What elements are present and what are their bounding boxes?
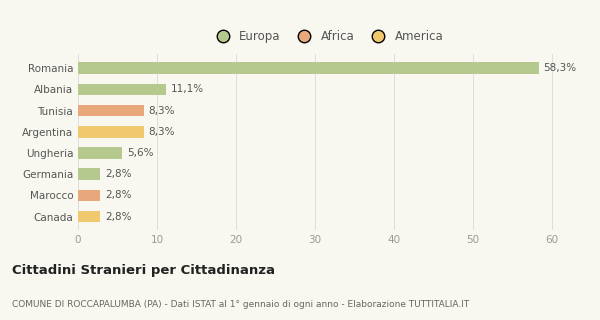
Text: 8,3%: 8,3% <box>148 106 175 116</box>
Bar <box>78 147 122 159</box>
Text: 2,8%: 2,8% <box>105 190 131 200</box>
Text: 2,8%: 2,8% <box>105 212 131 221</box>
Bar <box>78 62 539 74</box>
Bar <box>78 189 100 201</box>
Text: 11,1%: 11,1% <box>170 84 203 94</box>
Text: Cittadini Stranieri per Cittadinanza: Cittadini Stranieri per Cittadinanza <box>12 264 275 276</box>
Bar <box>78 211 100 222</box>
Text: 2,8%: 2,8% <box>105 169 131 179</box>
Bar <box>78 126 143 138</box>
Text: 5,6%: 5,6% <box>127 148 154 158</box>
Bar <box>78 84 166 95</box>
Bar <box>78 105 143 116</box>
Text: COMUNE DI ROCCAPALUMBA (PA) - Dati ISTAT al 1° gennaio di ogni anno - Elaborazio: COMUNE DI ROCCAPALUMBA (PA) - Dati ISTAT… <box>12 300 469 309</box>
Text: 8,3%: 8,3% <box>148 127 175 137</box>
Text: 58,3%: 58,3% <box>544 63 577 73</box>
Legend: Europa, Africa, America: Europa, Africa, America <box>206 25 448 48</box>
Bar <box>78 168 100 180</box>
